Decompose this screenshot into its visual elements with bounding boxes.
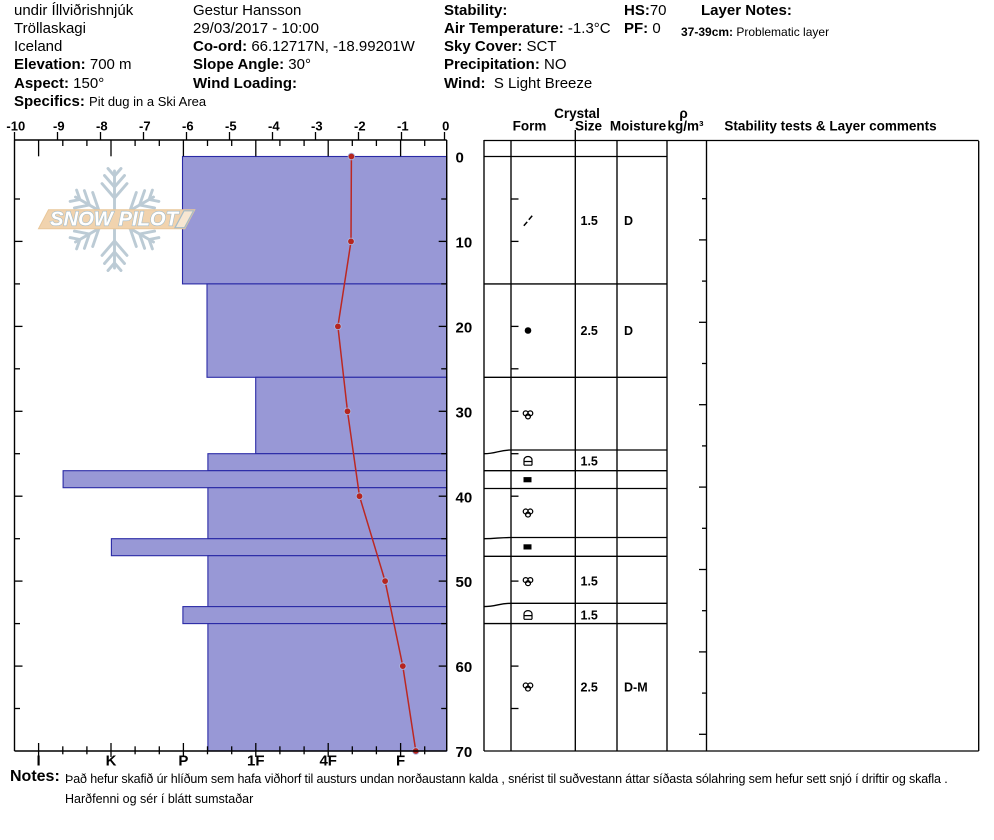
svg-text:F: F (396, 752, 405, 769)
svg-text:P: P (178, 752, 188, 769)
svg-text:D: D (624, 214, 633, 228)
svg-text:Moisture: Moisture (610, 119, 667, 134)
svg-text:-5: -5 (225, 118, 237, 133)
svg-text:-1: -1 (397, 118, 409, 133)
svg-text:-7: -7 (139, 118, 151, 133)
svg-text:50: 50 (456, 574, 473, 591)
svg-text:0: 0 (442, 118, 449, 133)
svg-text:SNOW PILOT: SNOW PILOT (50, 209, 180, 231)
svg-text:40: 40 (456, 489, 473, 506)
svg-text:-8: -8 (96, 118, 108, 133)
svg-text:1F: 1F (247, 752, 265, 769)
svg-text:Crystal: Crystal (554, 106, 600, 121)
svg-text:-3: -3 (311, 118, 323, 133)
svg-text:-4: -4 (268, 118, 280, 133)
svg-text:-10: -10 (6, 118, 25, 133)
svg-text:10: 10 (456, 235, 473, 252)
svg-text:Size: Size (575, 119, 603, 134)
svg-text:Form: Form (513, 119, 547, 134)
svg-text:0: 0 (456, 150, 464, 167)
svg-text:Stability tests & Layer commen: Stability tests & Layer comments (724, 119, 936, 134)
svg-text:1.5: 1.5 (581, 214, 598, 228)
svg-text:1.5: 1.5 (581, 609, 598, 623)
svg-text:1.5: 1.5 (581, 454, 598, 468)
svg-text:30: 30 (456, 404, 473, 421)
svg-text:2.5: 2.5 (581, 680, 598, 694)
svg-text:ρ: ρ (679, 106, 687, 121)
svg-text:70: 70 (456, 744, 473, 761)
svg-text:K: K (106, 752, 117, 769)
svg-text:D-M: D-M (624, 680, 648, 694)
svg-text:D: D (624, 324, 633, 338)
svg-text:2.5: 2.5 (581, 324, 598, 338)
svg-text:-2: -2 (354, 118, 366, 133)
svg-text:4F: 4F (319, 752, 337, 769)
svg-text:kg/m³: kg/m³ (667, 119, 704, 134)
svg-text:1.5: 1.5 (581, 575, 598, 589)
svg-text:60: 60 (456, 659, 473, 676)
svg-text:-9: -9 (53, 118, 65, 133)
svg-text:20: 20 (456, 320, 473, 337)
svg-text:-6: -6 (182, 118, 194, 133)
svg-text:I: I (37, 752, 41, 769)
